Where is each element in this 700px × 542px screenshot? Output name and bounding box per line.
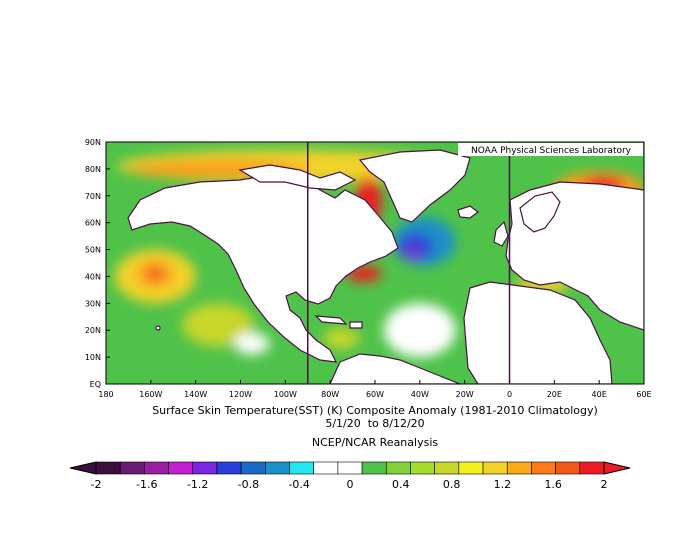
british-isles — [493, 220, 509, 247]
africa — [463, 281, 613, 384]
lon-label: 40W — [411, 390, 429, 399]
lon-label: 100W — [274, 390, 297, 399]
colorbar-tick-label: -0.8 — [238, 478, 259, 491]
lat-label: 10N — [85, 353, 101, 362]
caption-dates: 5/1/20 to 8/12/20 — [325, 417, 424, 430]
hispaniola — [349, 321, 363, 329]
colorbar-tick-label: -0.4 — [288, 478, 309, 491]
lon-label: 80W — [321, 390, 339, 399]
scandinavia — [519, 191, 561, 233]
iceland — [457, 205, 479, 219]
longitude-labels: 180 160W 140W 120W 100W 80W 60W 40W 20W 0 20E 40E 60… — [98, 380, 652, 399]
caption-source: NCEP/NCAR Reanalysis — [312, 436, 438, 449]
meridian-lines — [307, 142, 511, 384]
colorbar-tick-label: 0.4 — [392, 478, 410, 491]
lon-label: 180 — [98, 390, 113, 399]
colorbar-segment — [192, 461, 218, 475]
lon-label: 140W — [184, 390, 207, 399]
land-masses — [127, 149, 644, 384]
colorbar-segment — [95, 461, 121, 475]
colorbar-tick-label: -2 — [91, 478, 102, 491]
colorbar-segment — [410, 461, 435, 475]
colorbar-left-arrow — [69, 461, 97, 475]
colorbar — [69, 461, 631, 475]
colorbar-segment — [144, 461, 169, 475]
lon-label: 20W — [456, 390, 474, 399]
colorbar-tick-label: 0.8 — [443, 478, 461, 491]
colorbar-segment — [434, 461, 460, 475]
colorbar-tick-label: 1.6 — [544, 478, 562, 491]
anomaly-e-pacific-cool — [233, 332, 270, 355]
colorbar-segment — [555, 461, 581, 475]
lat-label: 40N — [85, 272, 101, 281]
lat-label: 20N — [85, 326, 101, 335]
lon-label: 60E — [636, 390, 651, 399]
anomaly-e-pacific-warm — [182, 303, 254, 347]
anomaly-field — [114, 150, 644, 358]
lat-label: 50N — [85, 246, 101, 255]
colorbar-tick-label: 1.2 — [494, 478, 512, 491]
lon-label: 120W — [229, 390, 252, 399]
lon-label: 40E — [592, 390, 607, 399]
lat-label: 80N — [85, 165, 101, 174]
latitude-labels: 90N 80N 70N 60N 50N 40N 30N 20N 10N EQ — [85, 138, 110, 389]
colorbar-segment — [506, 461, 532, 475]
colorbar-segment — [579, 461, 605, 475]
colorbar-segment — [216, 461, 242, 475]
anomaly-n-atlantic-cold-core — [397, 233, 434, 261]
colorbar-tick-label: 0 — [347, 478, 354, 491]
colorbar-segment — [119, 461, 145, 475]
colorbar-segment — [313, 461, 339, 475]
lat-label: 60N — [85, 219, 101, 228]
north-america — [127, 174, 399, 363]
anomaly-caribbean-warm — [323, 327, 360, 350]
colorbar-segment — [240, 461, 266, 475]
colorbar-tick-label: -1.6 — [136, 478, 157, 491]
anomaly-n-atlantic-cold-center — [406, 246, 420, 258]
lat-label: 90N — [85, 138, 101, 147]
hawaii — [155, 325, 161, 331]
credit-text: NOAA Physical Sciences Laboratory — [471, 146, 632, 156]
colorbar-segment — [482, 461, 508, 475]
colorbar-segment — [385, 461, 411, 475]
colorbar-segment — [337, 461, 363, 475]
arctic-islands — [238, 164, 357, 191]
colorbar-segment — [361, 461, 387, 475]
lat-label: EQ — [90, 380, 101, 389]
colorbar-tick-labels: -2 -1.6 -1.2 -0.8 -0.4 0 0.4 0.8 1.2 1.6 2 — [91, 478, 608, 491]
lon-label: 60W — [366, 390, 384, 399]
caption-title: Surface Skin Temperature(SST) (K) Compos… — [152, 404, 598, 417]
lat-label: 70N — [85, 192, 101, 201]
map-panel: NOAA Physical Sciences Laboratory — [105, 141, 645, 385]
colorbar-tick-label: 2 — [601, 478, 608, 491]
lon-label: 160W — [139, 390, 162, 399]
colorbar-segment — [531, 461, 556, 475]
greenland — [358, 149, 471, 223]
colorbar-tick-label: -1.2 — [187, 478, 208, 491]
colorbar-segment — [168, 461, 194, 475]
lon-label: 0 — [507, 390, 512, 399]
cuba — [314, 315, 348, 325]
anomaly-n-pacific-center — [148, 268, 163, 280]
credit-box — [458, 143, 643, 156]
colorbar-right-arrow — [603, 461, 631, 475]
anomaly-atlantic-tropics-neutral — [383, 303, 456, 358]
colorbar-segment — [458, 461, 484, 475]
colorbar-segment — [265, 461, 290, 475]
lat-label: 30N — [85, 299, 101, 308]
colorbar-segment — [289, 461, 315, 475]
lon-label: 20E — [547, 390, 562, 399]
south-america — [329, 353, 461, 384]
